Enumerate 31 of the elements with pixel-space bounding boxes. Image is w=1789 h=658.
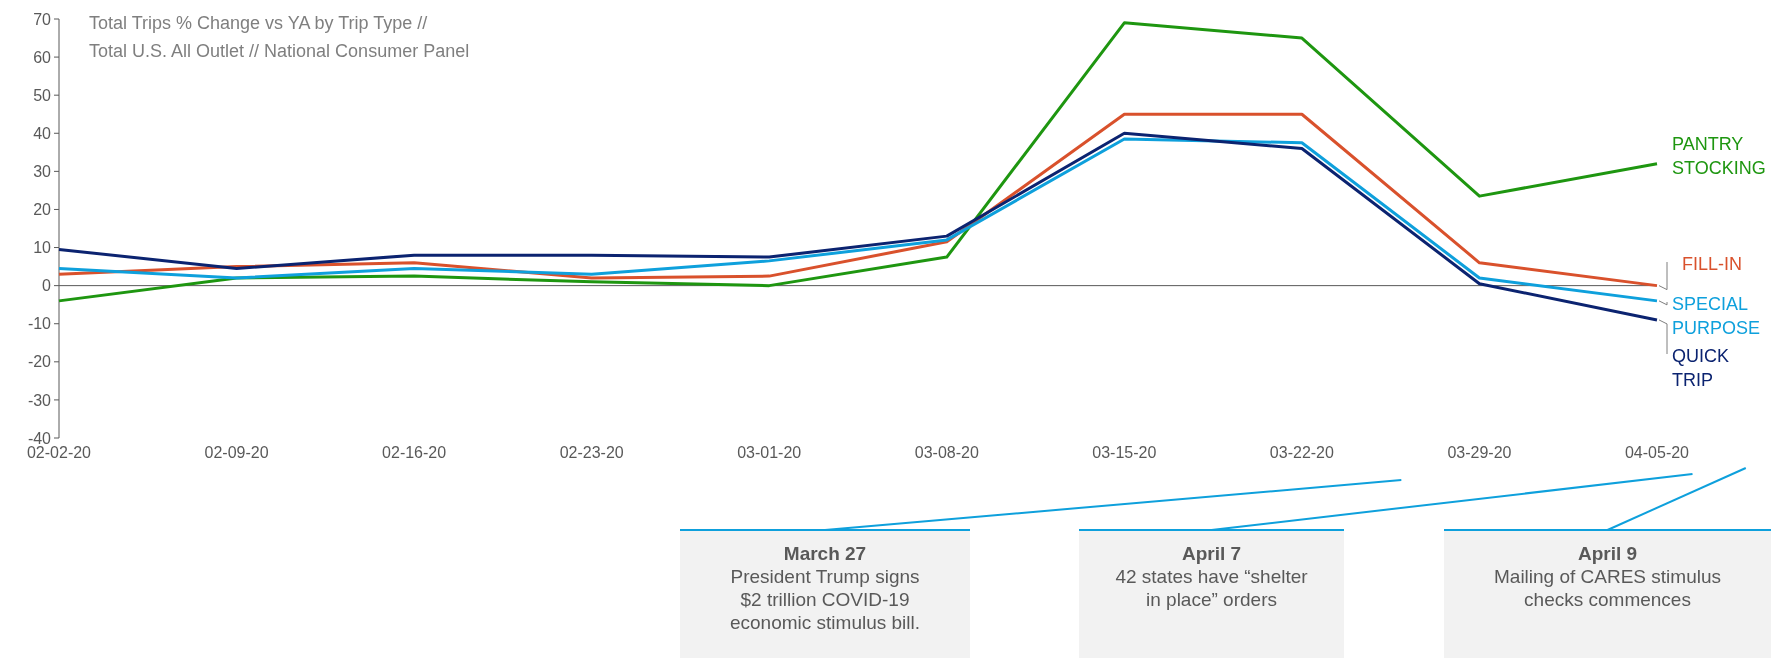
y-tick-label: 0 bbox=[42, 277, 52, 295]
text: April 7 42 states have “shelter in place” orders bbox=[1115, 543, 1309, 610]
y-tick-label: 40 bbox=[33, 124, 52, 142]
series-label: PANTRY STOCKING bbox=[1672, 134, 1766, 178]
chart-title: Total Trips % Change vs YA by Trip Type // bbox=[89, 13, 428, 33]
y-tick-label: 60 bbox=[33, 48, 52, 66]
x-tick-label: 03-22-20 bbox=[1269, 444, 1335, 461]
y-tick-label: -40 bbox=[27, 429, 52, 447]
x-tick-label: 03-08-20 bbox=[914, 444, 979, 461]
series-label: FILL-IN bbox=[1682, 254, 1743, 274]
text: Total U.S. All Outlet // National Consumer Panel bbox=[89, 41, 470, 61]
y-tick-label: -10 bbox=[27, 315, 52, 333]
x-tick-label: 04-05-20 bbox=[1624, 444, 1690, 461]
series-label: SPECIAL PURPOSE bbox=[1672, 294, 1761, 338]
y-tick-label: 30 bbox=[33, 162, 52, 180]
x-tick-label: 02-16-20 bbox=[382, 444, 447, 461]
series-label: QUICK TRIP bbox=[1672, 346, 1730, 390]
x-tick-label: 03-01-20 bbox=[737, 444, 802, 461]
y-tick-label: 70 bbox=[33, 10, 52, 28]
x-tick-label: 03-15-20 bbox=[1092, 444, 1157, 461]
y-tick-label: 20 bbox=[33, 201, 52, 219]
x-tick-label: 02-23-20 bbox=[559, 444, 624, 461]
text: March 27 President Trump signs $2 trillion COVID-19 economic stimulus bill. bbox=[729, 543, 921, 633]
y-tick-label: -20 bbox=[27, 353, 52, 371]
text: April 9 Mailing of CARES stimulus checks commences bbox=[1493, 543, 1722, 610]
x-tick-label: 02-09-20 bbox=[204, 444, 269, 461]
x-tick-label: 02-02-20 bbox=[26, 444, 92, 461]
x-tick-label: 03-29-20 bbox=[1447, 444, 1512, 461]
y-tick-label: 50 bbox=[33, 86, 52, 104]
y-tick-label: -30 bbox=[27, 391, 52, 409]
y-tick-label: 10 bbox=[33, 239, 52, 257]
